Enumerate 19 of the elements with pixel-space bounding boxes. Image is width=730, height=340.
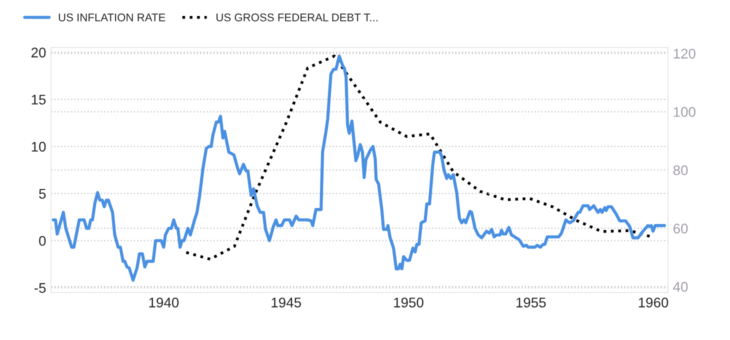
y2-tick-label: 60 bbox=[674, 224, 688, 234]
legend-label: US GROSS FEDERAL DEBT T... bbox=[216, 14, 378, 22]
x-tick-label: 1940 bbox=[149, 298, 179, 308]
y2-tick-label: 40 bbox=[673, 282, 688, 292]
y-tick-label: -5 bbox=[34, 283, 46, 293]
y-tick-label: 5 bbox=[39, 189, 46, 199]
line-series bbox=[52, 54, 666, 282]
legend-label: US INFLATION RATE bbox=[58, 14, 166, 22]
y2-tick-label: 100 bbox=[674, 107, 696, 117]
y-tick-label: 20 bbox=[31, 48, 46, 58]
x-tick-label: 1950 bbox=[394, 298, 424, 308]
y2-tick-label: 80 bbox=[673, 165, 688, 176]
y-tick-label: 15 bbox=[32, 94, 46, 105]
x-tick-label: 1945 bbox=[272, 298, 301, 308]
y-tick-label: 0 bbox=[39, 236, 46, 246]
y-tick-label: 10 bbox=[32, 142, 46, 152]
x-tick-label: 1960 bbox=[638, 298, 668, 308]
x-tick-label: 1955 bbox=[516, 298, 546, 308]
y2-tick-label: 120 bbox=[674, 48, 696, 59]
